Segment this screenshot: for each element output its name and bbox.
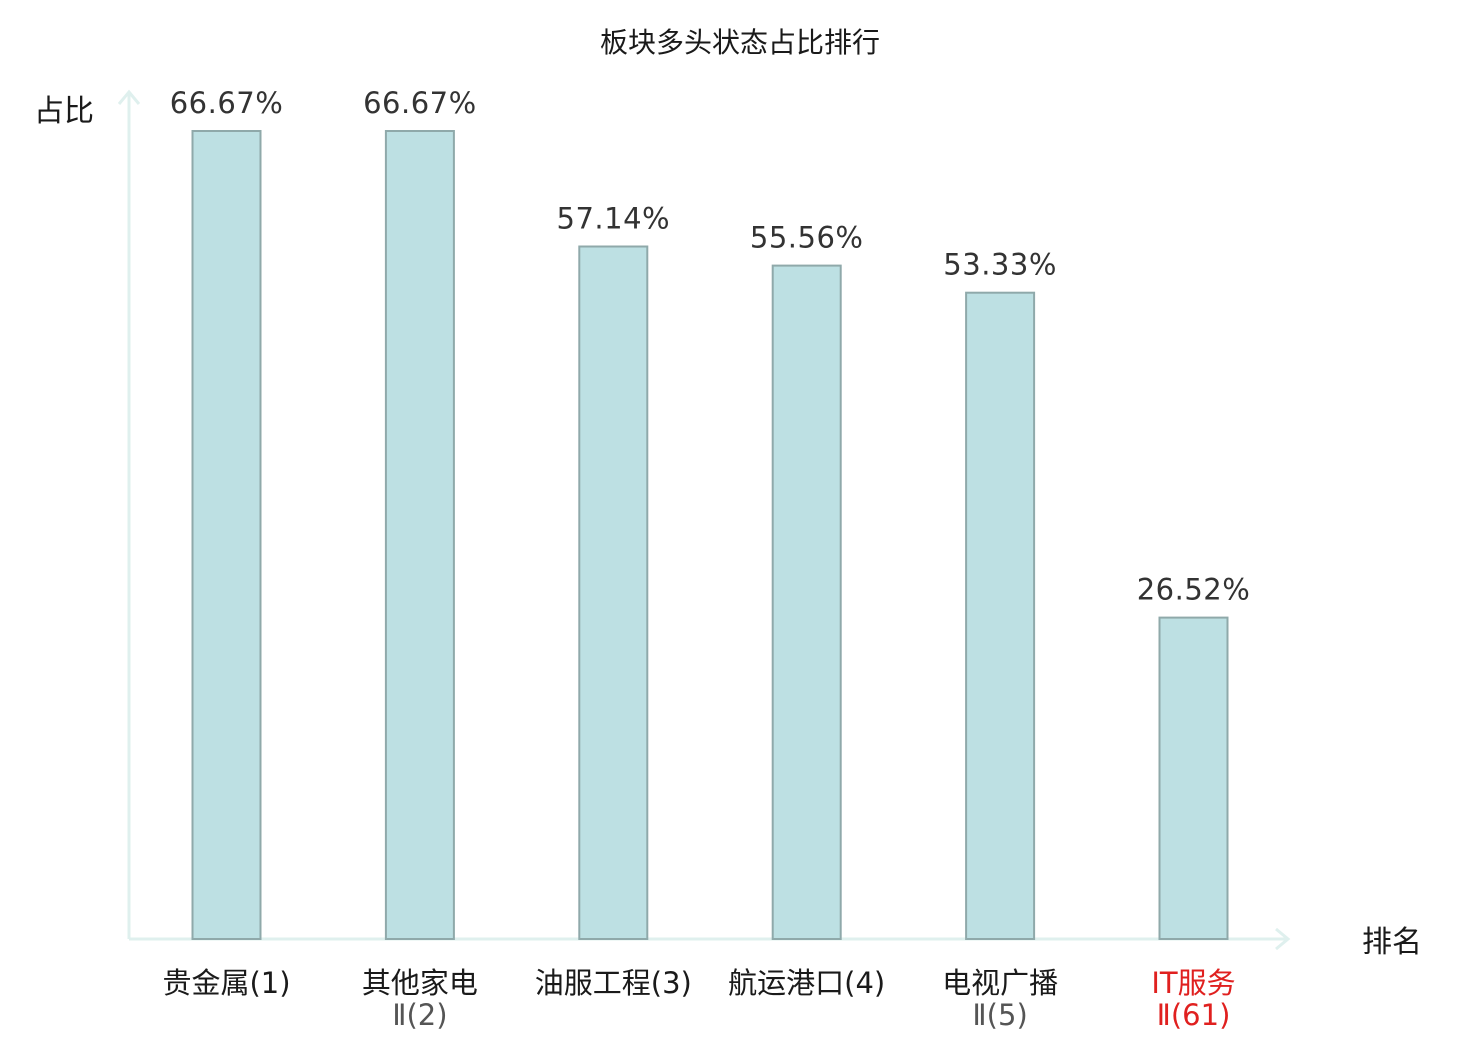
category-label: 航运港口(4) <box>728 966 885 1000</box>
category-label-line2: Ⅱ(61) <box>1157 998 1231 1032</box>
bar <box>578 245 649 940</box>
category-label-line1: 贵金属(1) <box>162 966 290 1000</box>
y-axis-arrow-head <box>117 89 141 105</box>
bar-value-label: 26.52% <box>1137 573 1251 607</box>
category-label: 贵金属(1) <box>162 966 290 1000</box>
bar <box>965 291 1036 940</box>
bar <box>771 264 842 941</box>
category-label-line1: 油服工程(3) <box>535 966 692 1000</box>
bars-group <box>191 130 1229 941</box>
bar-value-label: 66.67% <box>170 86 284 120</box>
axes <box>117 89 1291 951</box>
x-axis-arrow-head <box>1275 927 1291 951</box>
category-label-line2: Ⅱ(2) <box>392 998 447 1032</box>
bar-value-label: 57.14% <box>557 202 671 236</box>
x-axis-title: 排名 <box>1362 925 1422 960</box>
y-axis-title: 占比 <box>34 94 94 129</box>
bar <box>1158 616 1229 940</box>
category-label-line1: 电视广播 <box>942 966 1058 1000</box>
bar <box>384 130 455 940</box>
category-label-line1: 航运港口(4) <box>728 966 885 1000</box>
bar <box>191 130 262 940</box>
value-labels-group: 66.67% 66.67% 57.14% 55.56% 53.33% 26.52% <box>170 86 1251 607</box>
category-label: 油服工程(3) <box>535 966 692 1000</box>
category-label-line2: Ⅱ(5) <box>972 998 1027 1032</box>
bar-value-label: 53.33% <box>943 248 1057 282</box>
category-label-line1: IT服务 <box>1151 966 1235 1000</box>
category-label-line1: 其他家电 <box>362 966 478 1000</box>
bar-value-label: 66.67% <box>363 86 477 120</box>
chart-title: 板块多头状态占比排行 <box>600 26 880 59</box>
bar-value-label: 55.56% <box>750 221 864 255</box>
